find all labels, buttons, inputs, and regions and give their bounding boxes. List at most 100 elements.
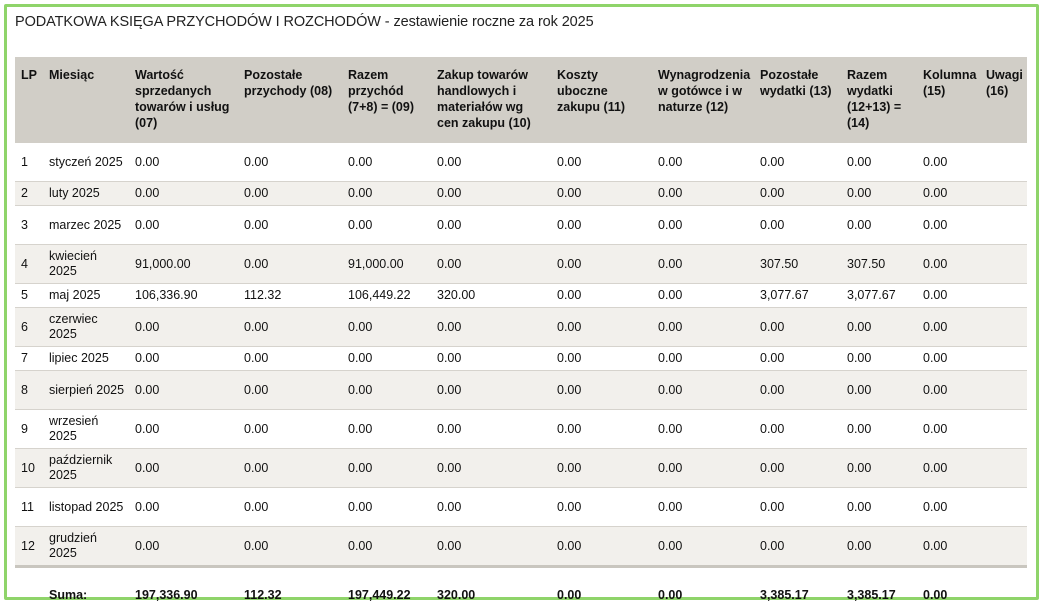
cell-total-expenses: 0.00 <box>841 410 917 449</box>
cell-notes <box>980 206 1027 245</box>
totals-sales-value: 197,336.90 <box>129 567 238 605</box>
cell-sales-value: 91,000.00 <box>129 245 238 284</box>
cell-goods-purchase: 0.00 <box>431 488 551 527</box>
cell-lp: 4 <box>15 245 43 284</box>
cell-other-income: 0.00 <box>238 449 342 488</box>
cell-other-income: 112.32 <box>238 284 342 308</box>
cell-other-income: 0.00 <box>238 182 342 206</box>
header-goods-purchase: Zakup towarów handlowych i materiałów wg… <box>431 57 551 143</box>
cell-other-expenses: 0.00 <box>754 206 841 245</box>
cell-lp: 8 <box>15 371 43 410</box>
cell-sales-value: 0.00 <box>129 371 238 410</box>
cell-salaries: 0.00 <box>652 206 754 245</box>
totals-goods-purchase: 320.00 <box>431 567 551 605</box>
cell-column-15: 0.00 <box>917 410 980 449</box>
cell-lp: 5 <box>15 284 43 308</box>
annual-summary-table: LP Miesiąc Wartość sprzedanych towarów i… <box>15 57 1027 605</box>
cell-total-income: 0.00 <box>342 143 431 182</box>
cell-other-income: 0.00 <box>238 410 342 449</box>
cell-lp: 1 <box>15 143 43 182</box>
cell-goods-purchase: 0.00 <box>431 182 551 206</box>
cell-total-expenses: 0.00 <box>841 143 917 182</box>
cell-lp: 6 <box>15 308 43 347</box>
cell-total-income: 0.00 <box>342 182 431 206</box>
cell-total-income: 0.00 <box>342 206 431 245</box>
cell-salaries: 0.00 <box>652 527 754 567</box>
cell-month: sierpień 2025 <box>43 371 129 410</box>
cell-other-expenses: 0.00 <box>754 488 841 527</box>
cell-total-income: 106,449.22 <box>342 284 431 308</box>
cell-total-expenses: 0.00 <box>841 449 917 488</box>
cell-lp: 2 <box>15 182 43 206</box>
cell-notes <box>980 182 1027 206</box>
cell-lp: 11 <box>15 488 43 527</box>
cell-total-income: 0.00 <box>342 347 431 371</box>
cell-goods-purchase: 0.00 <box>431 527 551 567</box>
header-salaries: Wynagrodzenia w gotówce i w naturze (12) <box>652 57 754 143</box>
cell-notes <box>980 488 1027 527</box>
cell-total-expenses: 307.50 <box>841 245 917 284</box>
cell-other-expenses: 0.00 <box>754 347 841 371</box>
cell-total-income: 0.00 <box>342 527 431 567</box>
cell-total-income: 0.00 <box>342 410 431 449</box>
cell-sales-value: 0.00 <box>129 488 238 527</box>
header-notes: Uwagi (16) <box>980 57 1027 143</box>
cell-lp: 9 <box>15 410 43 449</box>
totals-row: Suma: 197,336.90 112.32 197,449.22 320.0… <box>15 567 1027 605</box>
cell-total-expenses: 0.00 <box>841 182 917 206</box>
cell-column-15: 0.00 <box>917 449 980 488</box>
cell-salaries: 0.00 <box>652 284 754 308</box>
cell-goods-purchase: 0.00 <box>431 347 551 371</box>
cell-lp: 7 <box>15 347 43 371</box>
cell-salaries: 0.00 <box>652 347 754 371</box>
cell-sales-value: 0.00 <box>129 182 238 206</box>
cell-column-15: 0.00 <box>917 245 980 284</box>
cell-other-expenses: 3,077.67 <box>754 284 841 308</box>
cell-sales-value: 0.00 <box>129 308 238 347</box>
cell-incidental-costs: 0.00 <box>551 527 652 567</box>
cell-column-15: 0.00 <box>917 206 980 245</box>
cell-notes <box>980 449 1027 488</box>
cell-column-15: 0.00 <box>917 488 980 527</box>
cell-total-expenses: 0.00 <box>841 206 917 245</box>
cell-column-15: 0.00 <box>917 308 980 347</box>
cell-goods-purchase: 0.00 <box>431 308 551 347</box>
cell-total-income: 91,000.00 <box>342 245 431 284</box>
header-total-income: Razem przychód (7+8) = (09) <box>342 57 431 143</box>
cell-goods-purchase: 0.00 <box>431 245 551 284</box>
cell-lp: 3 <box>15 206 43 245</box>
header-column-15: Kolumna (15) <box>917 57 980 143</box>
cell-month: styczeń 2025 <box>43 143 129 182</box>
cell-sales-value: 106,336.90 <box>129 284 238 308</box>
cell-sales-value: 0.00 <box>129 206 238 245</box>
totals-other-income: 112.32 <box>238 567 342 605</box>
cell-salaries: 0.00 <box>652 449 754 488</box>
cell-incidental-costs: 0.00 <box>551 308 652 347</box>
cell-other-expenses: 0.00 <box>754 371 841 410</box>
cell-other-income: 0.00 <box>238 527 342 567</box>
cell-other-income: 0.00 <box>238 371 342 410</box>
cell-salaries: 0.00 <box>652 371 754 410</box>
cell-month: październik 2025 <box>43 449 129 488</box>
cell-total-expenses: 0.00 <box>841 347 917 371</box>
cell-lp: 10 <box>15 449 43 488</box>
cell-incidental-costs: 0.00 <box>551 182 652 206</box>
header-lp: LP <box>15 57 43 143</box>
cell-column-15: 0.00 <box>917 143 980 182</box>
cell-sales-value: 0.00 <box>129 410 238 449</box>
cell-goods-purchase: 0.00 <box>431 206 551 245</box>
cell-incidental-costs: 0.00 <box>551 143 652 182</box>
cell-notes <box>980 410 1027 449</box>
table-header-row: LP Miesiąc Wartość sprzedanych towarów i… <box>15 57 1027 143</box>
cell-other-income: 0.00 <box>238 245 342 284</box>
cell-month: lipiec 2025 <box>43 347 129 371</box>
cell-total-expenses: 0.00 <box>841 308 917 347</box>
